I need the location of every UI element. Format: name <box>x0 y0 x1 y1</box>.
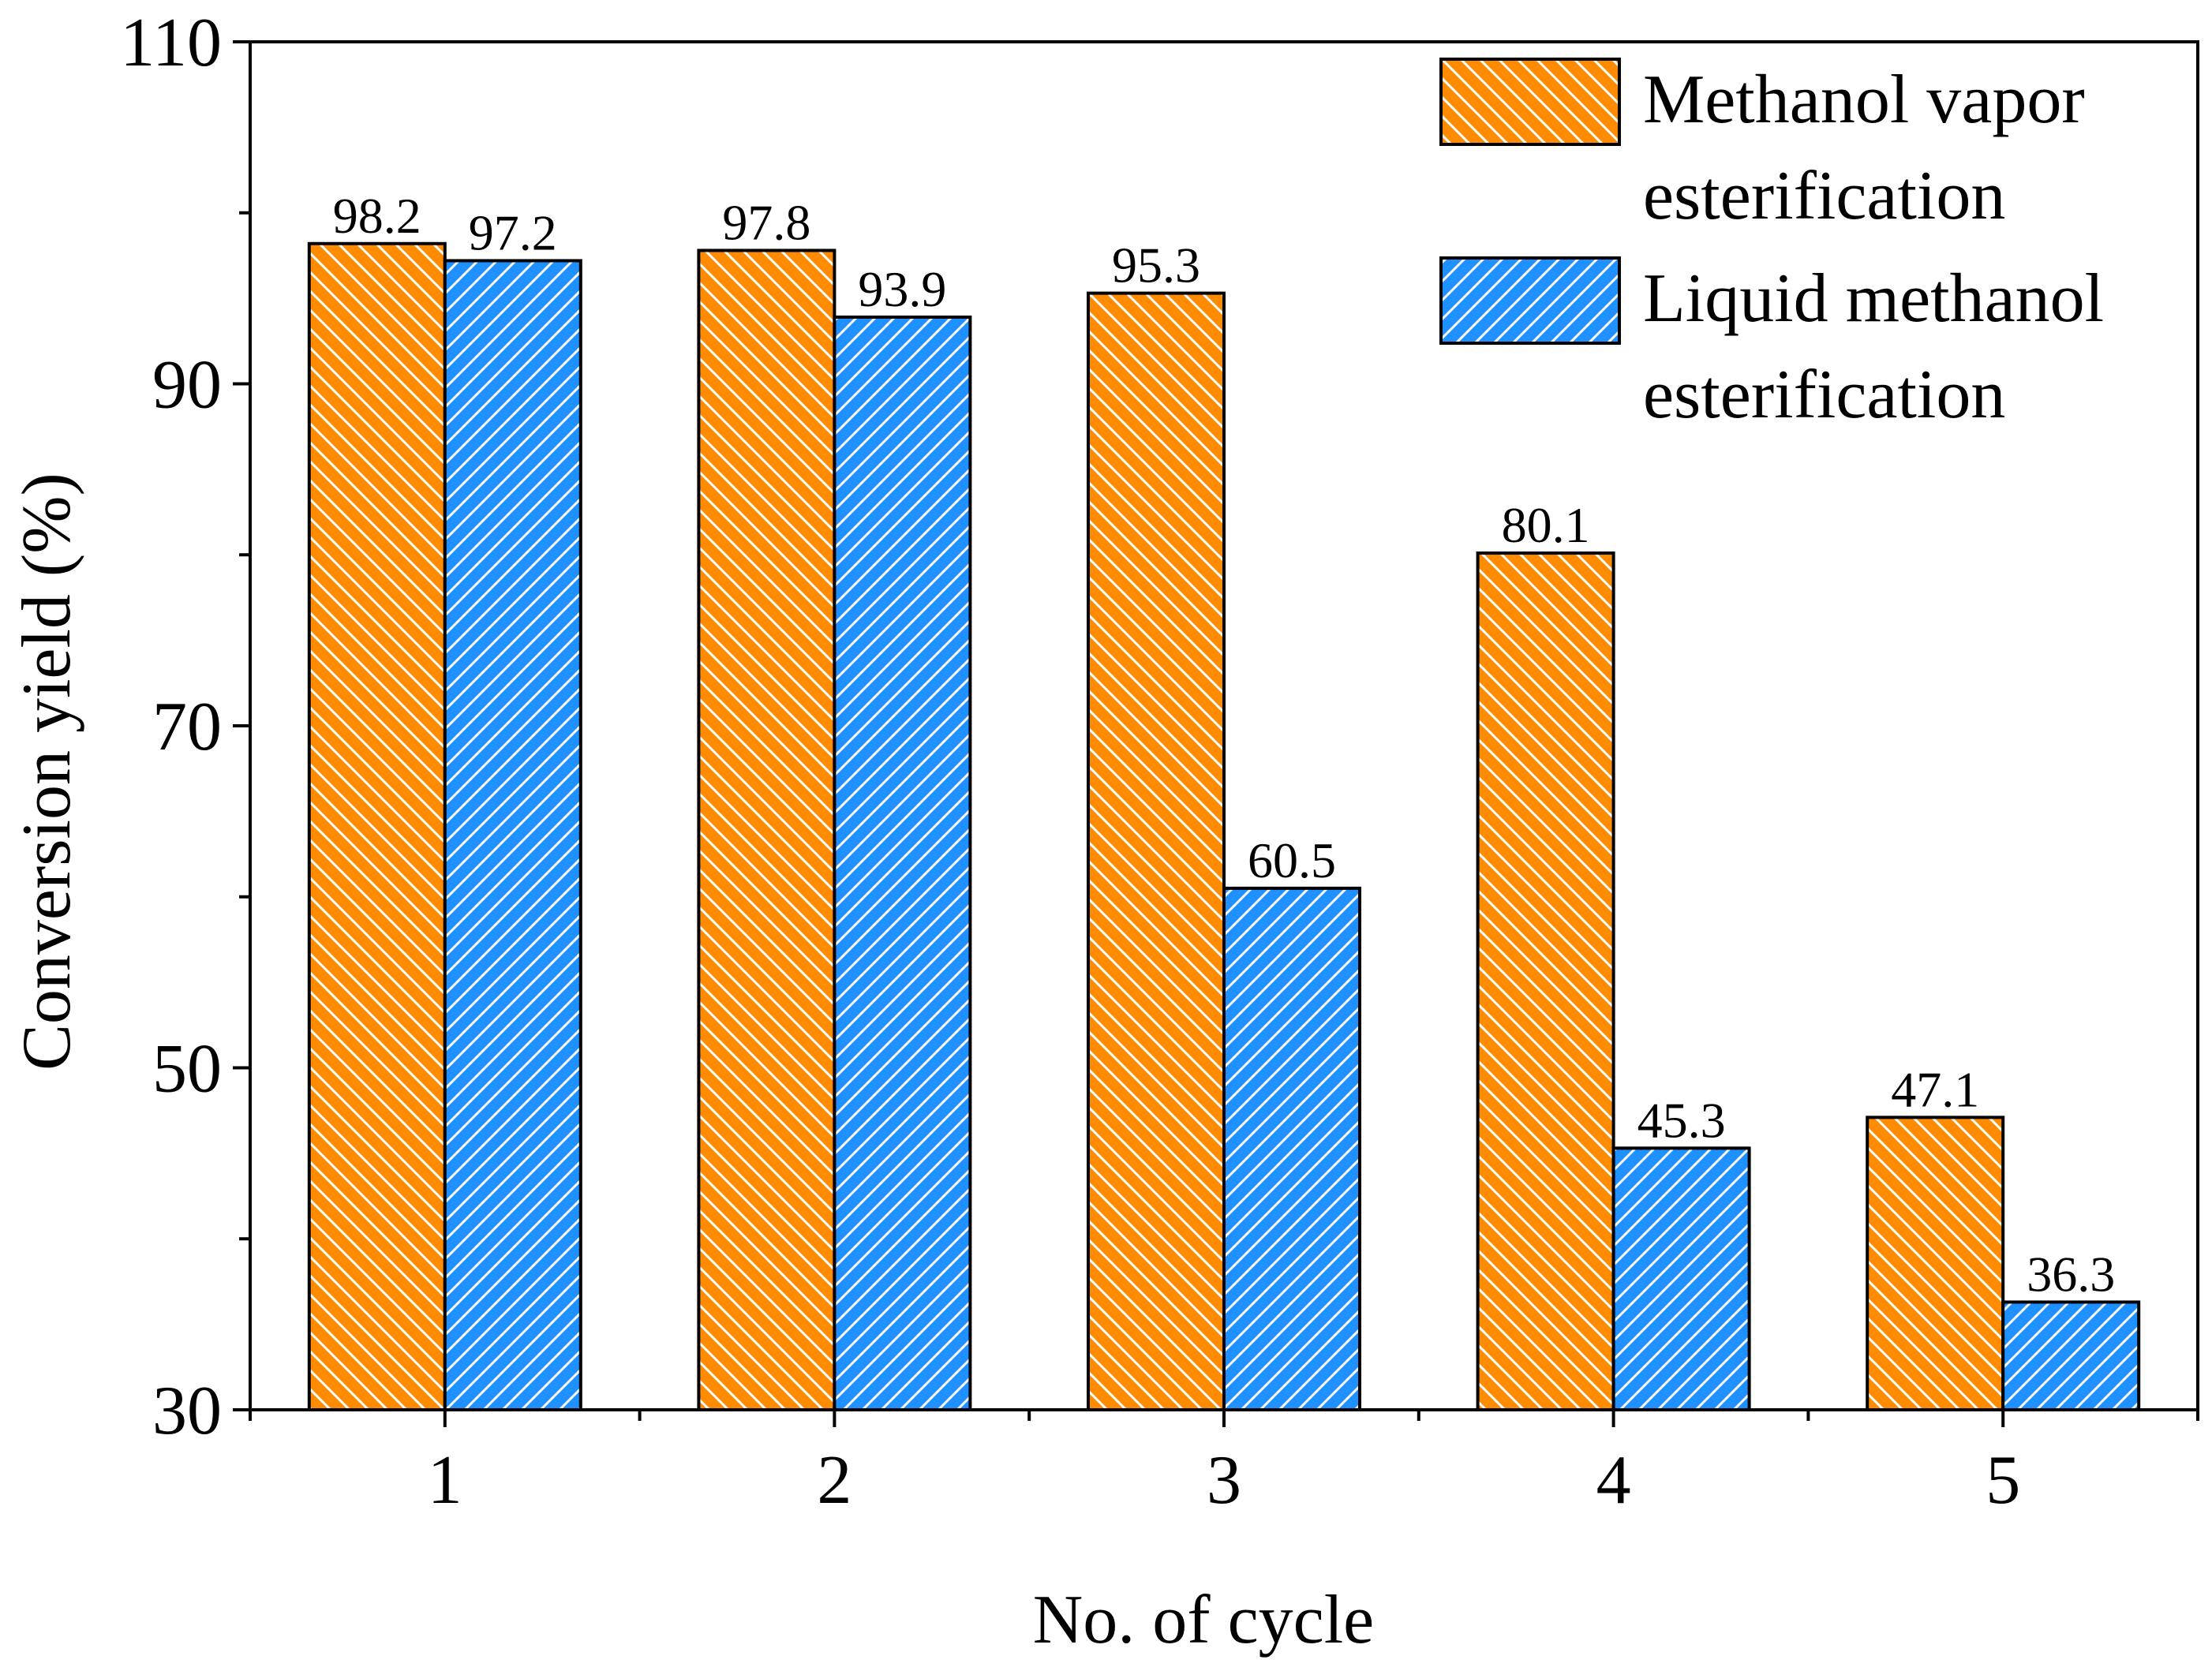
bar-series-1-cycle-2 <box>697 249 837 1411</box>
bar-value-label: 95.3 <box>1112 237 1200 293</box>
legend-label-series-2: esterification <box>1643 357 2005 433</box>
x-tick-label: 3 <box>1207 1442 1241 1519</box>
y-axis-title: Conversion yield (%) <box>9 473 85 1071</box>
bar-series-2-cycle-5 <box>2001 1300 2141 1412</box>
y-tick-label: 50 <box>152 1031 222 1108</box>
y-tick-label: 110 <box>120 5 222 81</box>
bar-value-label: 97.2 <box>469 204 557 260</box>
bar-value-label: 36.3 <box>2027 1246 2115 1302</box>
bar-value-label: 98.2 <box>333 188 421 244</box>
legend-swatch-series-1 <box>1439 58 1621 146</box>
bar-series-1-cycle-4 <box>1476 551 1615 1411</box>
bar-series-2-cycle-2 <box>833 315 972 1411</box>
bars-layer <box>307 241 2141 1412</box>
bar-value-label: 47.1 <box>1891 1061 1979 1117</box>
bar-series-1-cycle-5 <box>1866 1116 2005 1412</box>
legend-label-series-2: Liquid methanol <box>1643 260 2104 337</box>
bar-value-label: 97.8 <box>722 194 810 250</box>
legend-label-series-1: esterification <box>1643 158 2005 234</box>
bar-value-label: 80.1 <box>1502 497 1590 553</box>
legend: Methanol vapor esterification Liquid metha… <box>1439 58 2104 433</box>
bar-series-2-cycle-3 <box>1222 886 1361 1411</box>
bar-value-label: 45.3 <box>1637 1092 1726 1148</box>
bar-labels-layer: 98.2 97.8 95.3 80.1 47.1 97.2 93.9 60.5 45.3 36.3 <box>333 188 2115 1303</box>
x-axis-title: No. of cycle <box>1033 1582 1374 1658</box>
legend-label-series-1: Methanol vapor <box>1643 62 2085 138</box>
bar-series-1-cycle-3 <box>1087 291 1226 1411</box>
axes-layer: 30 50 70 90 110 1 2 3 4 5 <box>120 5 2199 1519</box>
bar-series-2-cycle-4 <box>1611 1146 1751 1412</box>
y-tick-label: 70 <box>152 689 222 765</box>
bar-value-label: 93.9 <box>858 261 946 317</box>
y-tick-label: 30 <box>152 1373 222 1449</box>
x-tick-label: 5 <box>1986 1442 2020 1519</box>
x-tick-label: 2 <box>817 1442 851 1519</box>
x-tick-label: 4 <box>1596 1442 1631 1519</box>
bar-value-label: 60.5 <box>1248 832 1336 888</box>
bar-series-1-cycle-1 <box>307 241 447 1411</box>
y-tick-label: 90 <box>152 347 222 424</box>
x-tick-label: 1 <box>428 1442 462 1519</box>
legend-swatch-series-2 <box>1439 256 1621 345</box>
bar-series-2-cycle-1 <box>443 259 582 1412</box>
